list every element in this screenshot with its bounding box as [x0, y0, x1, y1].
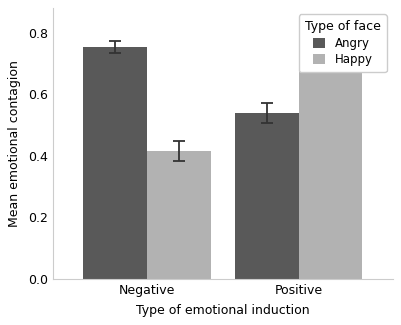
Legend: Angry, Happy: Angry, Happy: [299, 14, 387, 72]
Bar: [147, 151, 211, 279]
Bar: [299, 59, 363, 279]
Bar: [235, 113, 299, 279]
Y-axis label: Mean emotional contagion: Mean emotional contagion: [8, 60, 21, 227]
X-axis label: Type of emotional induction: Type of emotional induction: [136, 304, 310, 317]
Bar: [83, 47, 147, 279]
